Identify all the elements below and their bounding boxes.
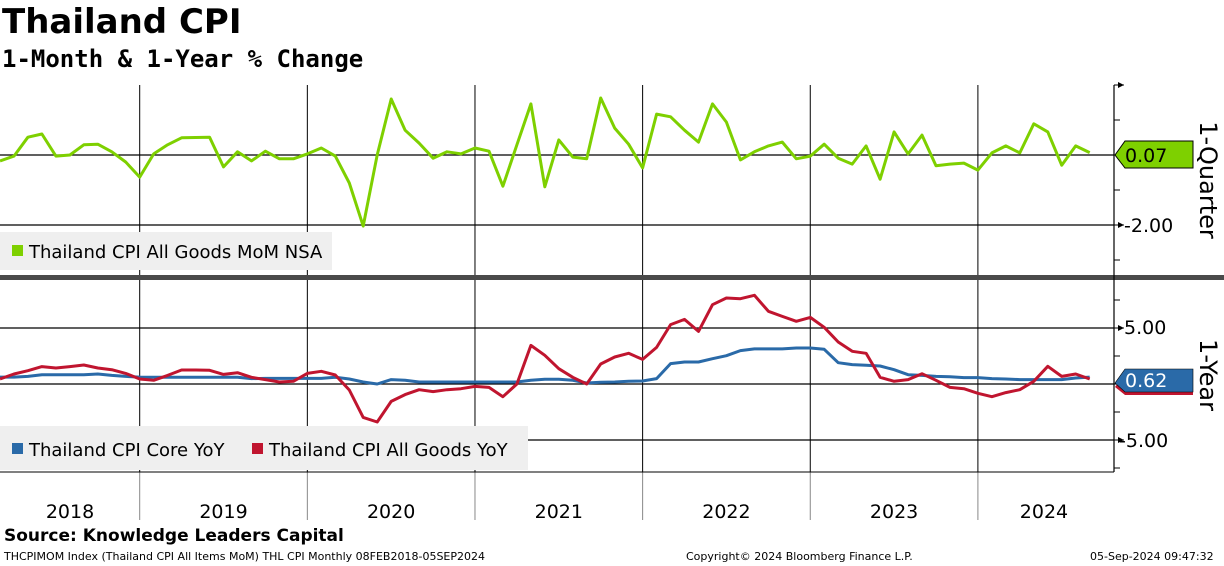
x-tick-label: 2023 xyxy=(870,501,918,523)
y-tick-label-top: -2.00 xyxy=(1124,215,1173,237)
legend-swatch-mom xyxy=(12,245,23,256)
series-layer xyxy=(0,96,1091,424)
axis-title-quarter: 1-Quarter xyxy=(1194,121,1222,239)
legend-label-core: Thailand CPI Core YoY xyxy=(28,440,225,461)
x-axis-labels: 2018 2019 2020 2021 2022 2023 2024 xyxy=(46,501,1068,523)
legend-label-mom: Thailand CPI All Goods MoM NSA xyxy=(28,242,323,263)
x-tick-label: 2020 xyxy=(367,501,415,523)
y-tick-label-neg5: -5.00 xyxy=(1119,430,1168,452)
y-tick-bottom-arrow xyxy=(1118,437,1124,443)
series-line-allgoods-yoy xyxy=(0,293,1091,424)
panel-separator[interactable] xyxy=(0,275,1224,280)
x-tick-label: 2019 xyxy=(199,501,247,523)
last-value-core: 0.62 xyxy=(1125,370,1167,392)
legend-swatch-allgoods xyxy=(252,443,263,454)
y-tick-top-arrow xyxy=(1118,82,1124,88)
timestamp: 05-Sep-2024 09:47:32 xyxy=(1090,550,1214,563)
index-info: THCPIMOM Index (Thailand CPI All Items M… xyxy=(4,550,485,563)
y-tick-top-arrow xyxy=(1118,222,1124,228)
source-note: Source: Knowledge Leaders Capital xyxy=(4,526,344,546)
last-value-flag-mom xyxy=(1114,140,1194,169)
chart-title: Thailand CPI xyxy=(2,2,242,42)
top-legend-bg xyxy=(0,232,332,270)
chart-subtitle: 1-Month & 1-Year % Change xyxy=(2,45,364,73)
y-tick-label-5: 5.00 xyxy=(1124,317,1166,339)
legend-swatch-core xyxy=(12,443,23,454)
last-value-mom: 0.07 xyxy=(1125,145,1167,167)
copyright: Copyright© 2024 Bloomberg Finance L.P. xyxy=(686,550,913,563)
last-value-flag-core xyxy=(1114,368,1194,393)
x-tick-label: 2018 xyxy=(46,501,94,523)
legend-label-allgoods: Thailand CPI All Goods YoY xyxy=(268,440,509,461)
series-line-mom xyxy=(0,96,1091,228)
bottom-legend-bg xyxy=(0,426,528,470)
y-tick-bottom-arrow xyxy=(1118,325,1124,331)
x-tick-label: 2021 xyxy=(535,501,583,523)
x-tick-label: 2022 xyxy=(702,501,750,523)
series-line-core-yoy xyxy=(0,346,1090,386)
axis-title-year: 1-Year xyxy=(1194,339,1222,411)
x-tick-label: 2024 xyxy=(1020,501,1068,523)
